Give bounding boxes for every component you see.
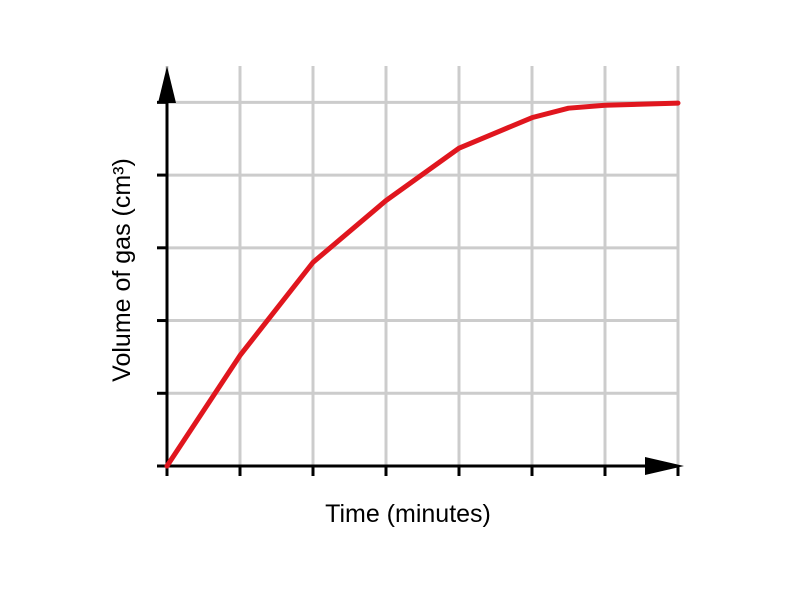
x-axis-label: Time (minutes) [325, 500, 491, 528]
data-line [164, 100, 681, 469]
y-axis-arrow [158, 66, 176, 103]
x-axis-arrow [645, 457, 684, 475]
y-axis-label: Volume of gas (cm³) [108, 158, 136, 382]
